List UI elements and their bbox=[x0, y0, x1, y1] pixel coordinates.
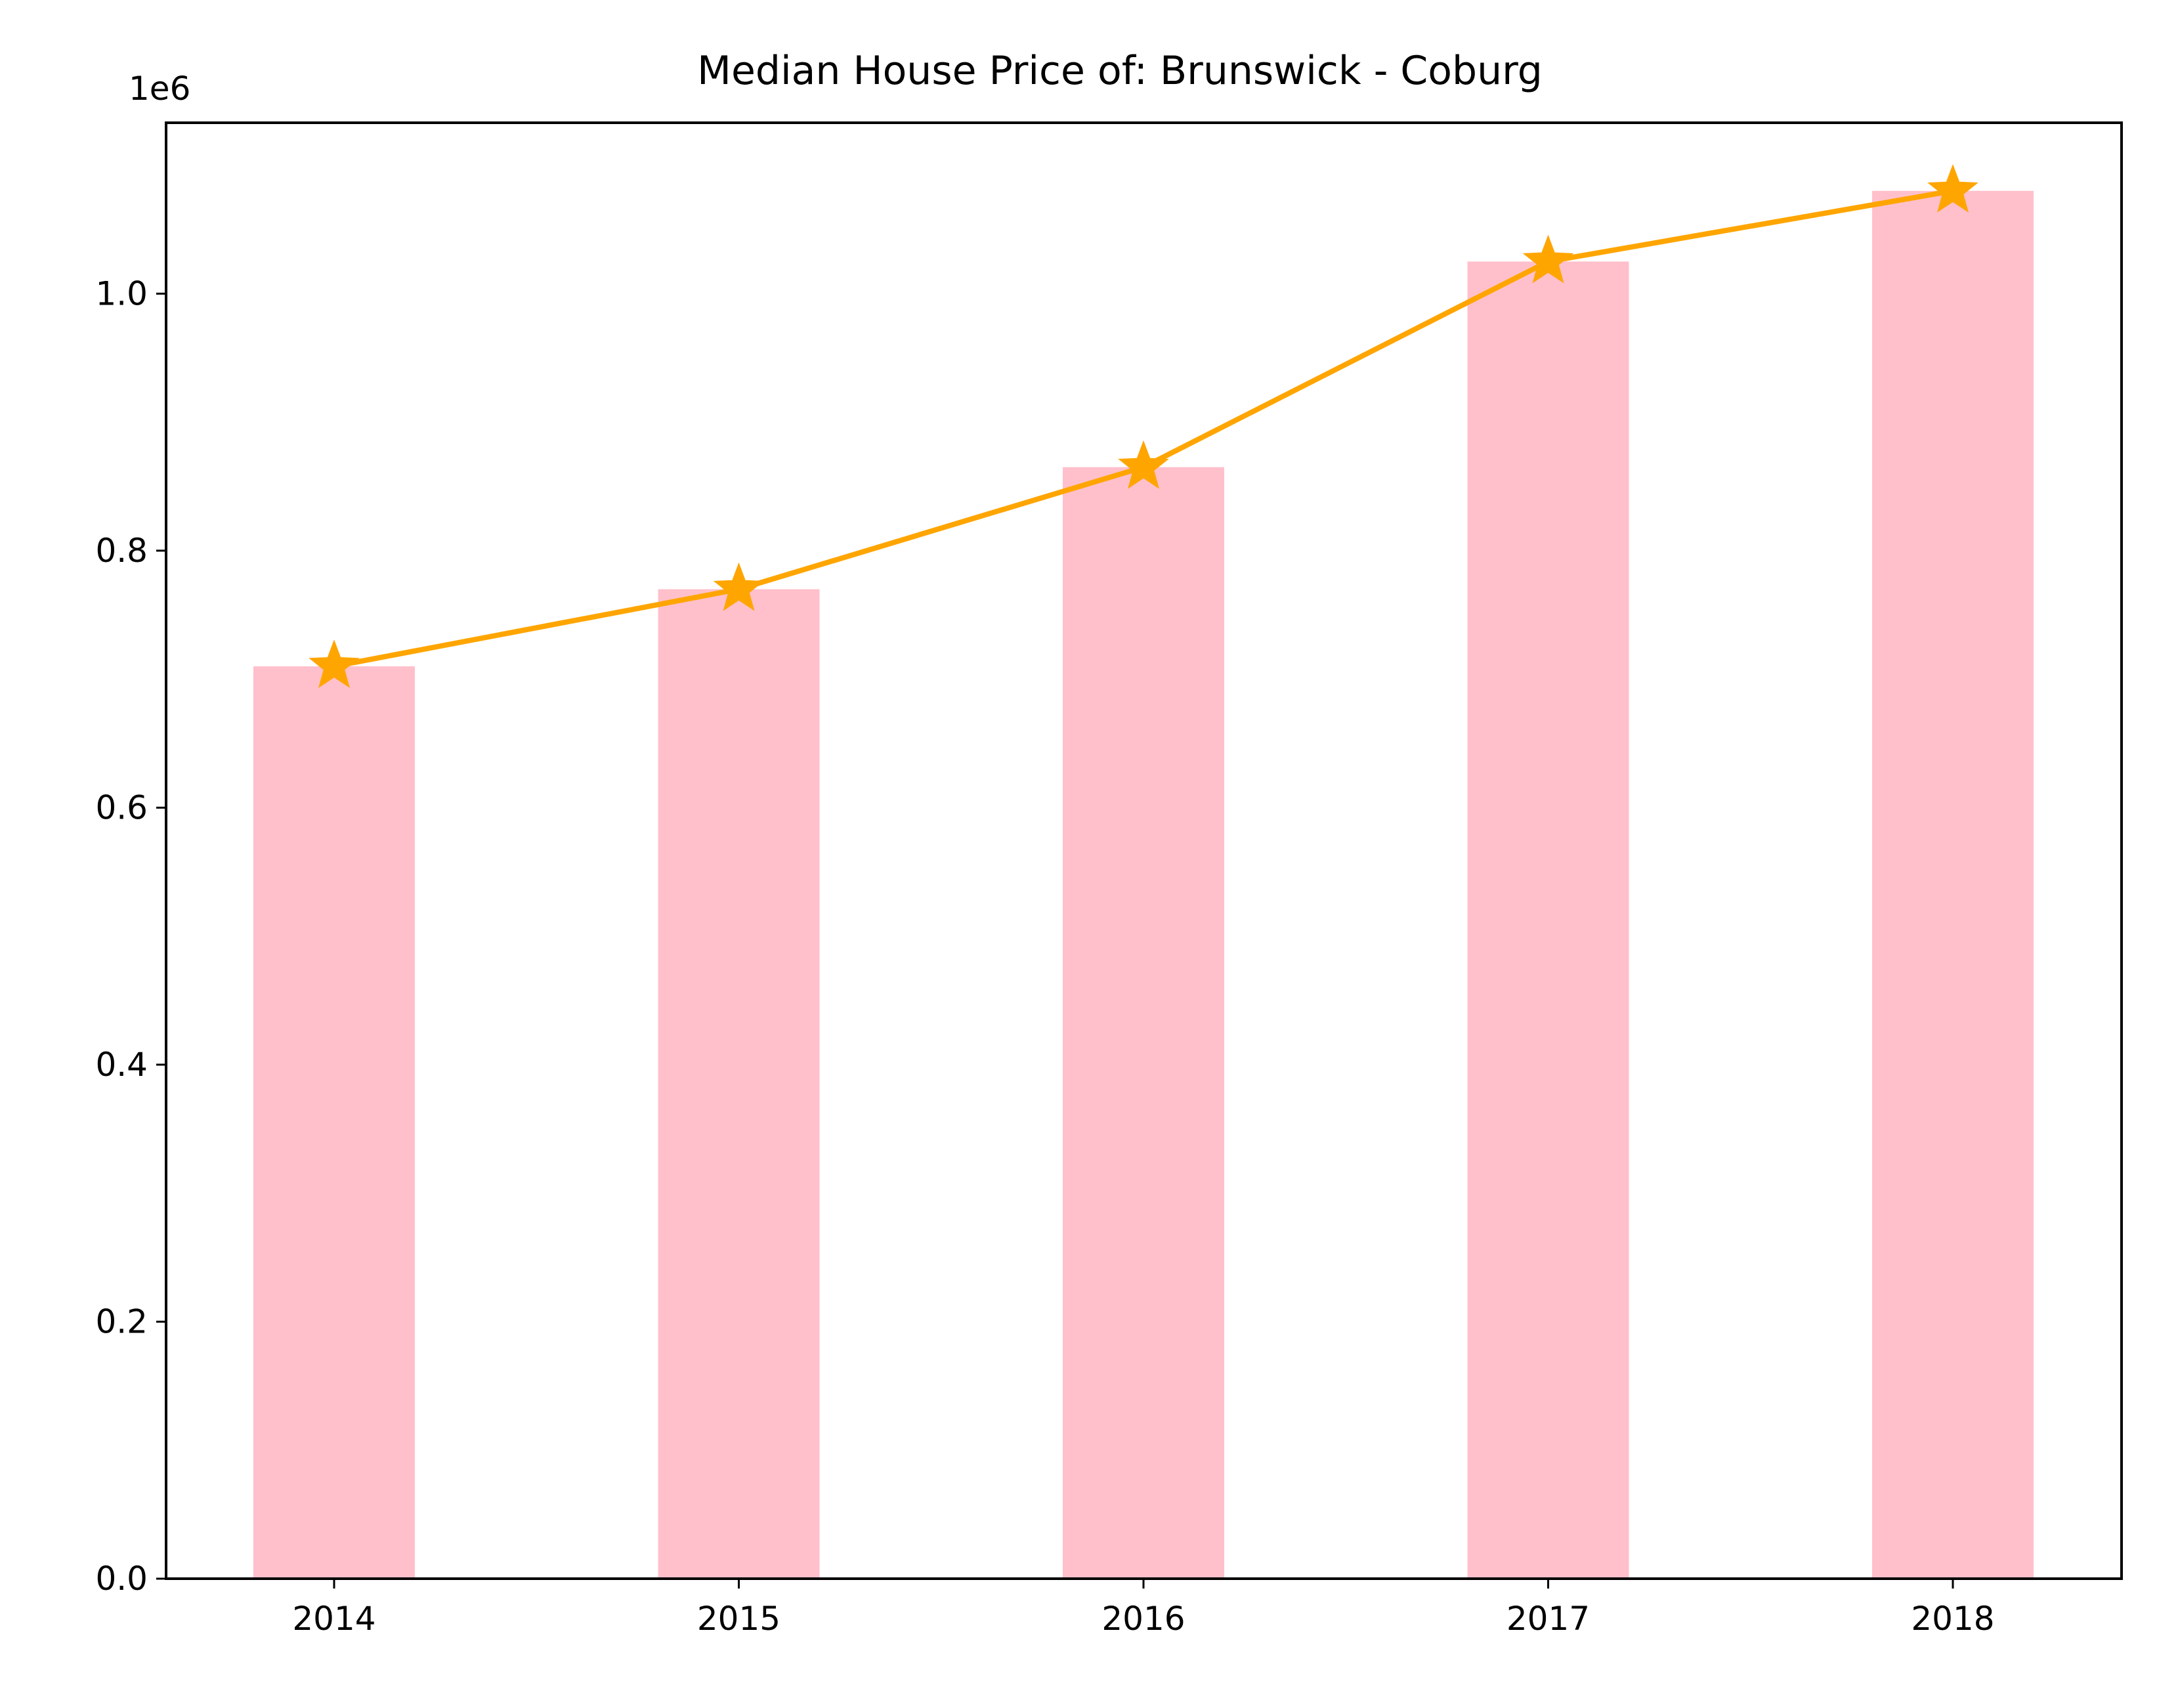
bar-series bbox=[253, 190, 2034, 1579]
bar-2016 bbox=[1063, 467, 1224, 1579]
y-tick-label-0.6: 0.6 bbox=[95, 788, 148, 826]
y-tick-label-1.0: 1.0 bbox=[95, 274, 148, 312]
y-tick-label-0.4: 0.4 bbox=[95, 1046, 148, 1084]
x-tick-label-2014: 2014 bbox=[292, 1600, 375, 1638]
y-axis-offset-label: 1e6 bbox=[129, 70, 190, 108]
point-2016 bbox=[1118, 440, 1169, 489]
x-tick-label-2018: 2018 bbox=[1911, 1600, 1994, 1638]
x-axis: 2014 2015 2016 2017 2018 bbox=[292, 1579, 1995, 1638]
line-series bbox=[309, 163, 1978, 689]
point-2018 bbox=[1927, 163, 1978, 213]
x-tick-label-2015: 2015 bbox=[697, 1600, 780, 1638]
point-2015 bbox=[713, 562, 765, 611]
chart-title: Median House Price of: Brunswick - Cobur… bbox=[697, 48, 1543, 94]
y-tick-label-0.8: 0.8 bbox=[95, 532, 148, 570]
y-tick-label-0.2: 0.2 bbox=[95, 1302, 148, 1340]
bar-2014 bbox=[253, 666, 415, 1579]
bar-2017 bbox=[1467, 261, 1629, 1579]
x-tick-label-2017: 2017 bbox=[1506, 1600, 1590, 1638]
point-2014 bbox=[309, 639, 360, 689]
bar-2015 bbox=[658, 589, 820, 1579]
bar-2018 bbox=[1872, 190, 2034, 1579]
x-tick-label-2016: 2016 bbox=[1101, 1600, 1185, 1638]
y-tick-label-0.0: 0.0 bbox=[95, 1560, 148, 1598]
y-axis: 0.0 0.2 0.4 0.6 0.8 1.0 bbox=[95, 274, 166, 1598]
point-2017 bbox=[1522, 234, 1574, 284]
